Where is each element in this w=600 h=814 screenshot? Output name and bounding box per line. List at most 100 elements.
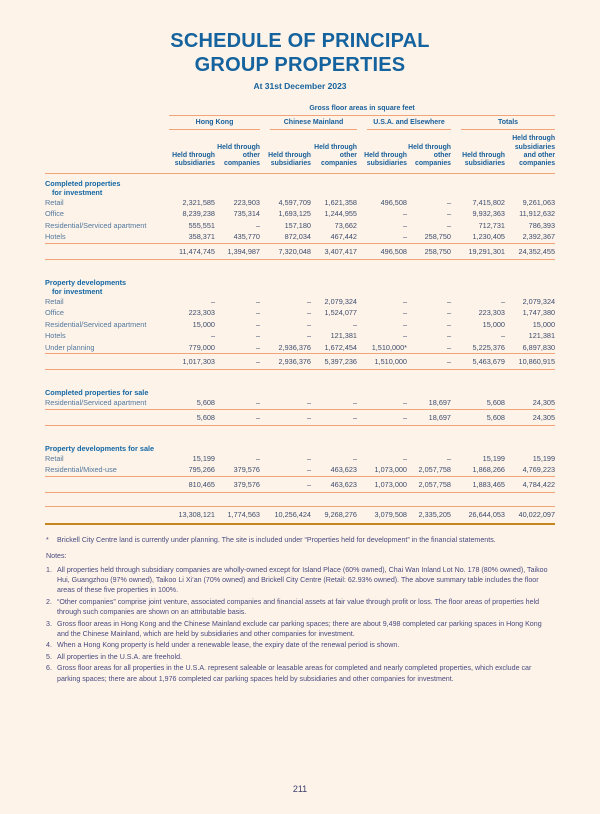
total-value: 10,860,915	[505, 353, 556, 371]
section-heading-line: Completed properties	[45, 178, 121, 188]
table-row: Retail – – – 2,079,324 – – – 2,079,324	[45, 296, 555, 308]
table-row: Residential/Serviced apartment 15,000 – – – –…	[45, 319, 555, 331]
cell-value: 2,079,324	[324, 296, 357, 306]
row-label: Office	[45, 209, 64, 219]
total-value: 19,291,301	[451, 242, 505, 260]
section-heading-row: Completed properties for sale	[45, 383, 555, 397]
spacer-row	[45, 259, 555, 273]
row-label: Residential/Mixed-use	[45, 465, 117, 475]
table-row: Office 8,239,238 735,314 1,693,125 1,244,955…	[45, 208, 555, 220]
cell-value: –	[402, 331, 407, 341]
column-header: Held through subsidiaries	[357, 130, 407, 174]
total-value: 5,608	[169, 408, 215, 426]
cell-value: –	[446, 197, 451, 207]
cell-value: 73,662	[334, 220, 357, 230]
total-value: 24,305	[505, 408, 556, 426]
cell-value: –	[255, 308, 260, 318]
cell-value: 223,303	[478, 308, 505, 318]
cell-value: 5,608	[486, 398, 505, 408]
cell-value: 1,510,000*	[371, 342, 407, 352]
grand-total-value: 9,268,276	[311, 505, 357, 525]
spacer-row	[45, 370, 555, 384]
grand-total-value: 1,774,563	[215, 505, 260, 525]
group-header-label: Chinese Mainland	[270, 116, 357, 131]
section-heading: Property developments for investment	[45, 273, 555, 296]
column-header: Held through other companies	[407, 130, 451, 174]
total-value: 258,750	[407, 242, 451, 260]
section-total-row: 1,017,303–2,936,376 5,397,236 1,510,000–5,…	[45, 353, 556, 371]
row-label: Retail	[45, 453, 64, 463]
total-label-spacer	[45, 475, 169, 493]
cell-value: 735,314	[233, 209, 260, 219]
cell-value: –	[352, 319, 357, 329]
total-value: 463,623	[311, 475, 357, 493]
total-value: 1,017,303	[169, 353, 215, 371]
table-row: Residential/Serviced apartment 555,551 – 15…	[45, 220, 555, 232]
cell-value: 11,912,632	[519, 209, 556, 219]
cell-value: 5,608	[196, 398, 215, 408]
cell-value: 379,576	[233, 465, 260, 475]
group-header-u-s-a-and-elsewhere: U.S.A. and Elsewhere	[357, 116, 451, 131]
total-label-spacer	[45, 242, 169, 260]
cell-value: 7,415,802	[472, 197, 505, 207]
cell-value: –	[306, 398, 311, 408]
total-value: –	[357, 408, 407, 426]
label-col-spacer	[45, 105, 169, 116]
group-header-row: Hong Kong Chinese Mainland U.S.A. and Else…	[45, 116, 556, 131]
cell-value: –	[306, 308, 311, 318]
grand-total-value: 2,335,205	[407, 505, 451, 525]
cell-value: –	[402, 232, 407, 242]
cell-value: –	[306, 331, 311, 341]
page-title-line1: SCHEDULE OF PRINCIPAL	[170, 30, 430, 52]
cell-value: –	[446, 342, 451, 352]
grand-total-value: 10,256,424	[260, 505, 311, 525]
cell-value: –	[500, 296, 505, 306]
note-text: All properties in the U.S.A. are freehol…	[57, 652, 182, 661]
column-header: Held through subsidiaries and other comp…	[505, 130, 556, 174]
cell-value: –	[306, 465, 311, 475]
total-value: –	[260, 408, 311, 426]
total-value: 810,465	[169, 475, 215, 493]
grand-total-row: 13,308,121 1,774,563 10,256,424 9,268,276 3,…	[45, 505, 556, 525]
cell-value: 5,225,376	[472, 342, 505, 352]
footnote: * Brickell City Centre land is currently…	[46, 535, 555, 545]
table-row: Residential/Mixed-use 795,266 379,576 – 463,…	[45, 464, 555, 476]
cell-value: 435,770	[233, 232, 260, 242]
note-number: 5.	[46, 652, 52, 661]
table-row: Hotels 358,371 435,770 872,034 467,442 – 258,7…	[45, 231, 555, 243]
notes-title: Notes:	[46, 552, 67, 561]
section-heading-row: Property developments for sale	[45, 439, 555, 453]
cell-value: –	[352, 453, 357, 463]
note-item: 6. Gross floor areas for all properties i…	[46, 663, 555, 684]
row-label: Retail	[45, 197, 64, 207]
total-value: 5,463,679	[451, 353, 505, 371]
column-header: Held through other companies	[215, 130, 260, 174]
section-total-row: 810,465 379,576–463,623 1,073,000 2,057,758…	[45, 475, 556, 493]
page-subtitle: At 31st December 2023	[253, 81, 347, 92]
cell-value: –	[255, 342, 260, 352]
section-heading-line: for investment	[52, 187, 103, 197]
units-header-label: Gross floor areas in square feet	[169, 105, 556, 117]
section-heading: Property developments for sale	[45, 439, 555, 453]
cell-value: 15,199	[482, 453, 505, 463]
grand-total-value: 40,022,097	[505, 505, 556, 525]
cell-value: 1,230,405	[472, 232, 505, 242]
total-value: 24,352,455	[505, 242, 556, 260]
section-heading-line: Completed properties for sale	[45, 388, 149, 398]
units-header: Gross floor areas in square feet	[169, 105, 556, 117]
cell-value: –	[306, 453, 311, 463]
note-item: 2. “Other companies” comprise joint ventu…	[46, 597, 555, 618]
footnote-marker: *	[46, 535, 49, 544]
section-total-row: 11,474,745 1,394,987 7,320,048 3,407,417 496…	[45, 242, 556, 260]
cell-value: 223,903	[233, 197, 260, 207]
note-number: 1.	[46, 565, 52, 574]
total-value: 5,397,236	[311, 353, 357, 371]
cell-value: –	[255, 331, 260, 341]
total-value: 4,784,422	[505, 475, 556, 493]
total-label-spacer	[45, 408, 169, 426]
cell-value: 496,508	[380, 197, 407, 207]
page-title: SCHEDULE OF PRINCIPAL GROUP PROPERTIES	[0, 30, 600, 77]
note-number: 3.	[46, 619, 52, 628]
total-value: –	[215, 408, 260, 426]
cell-value: –	[402, 220, 407, 230]
